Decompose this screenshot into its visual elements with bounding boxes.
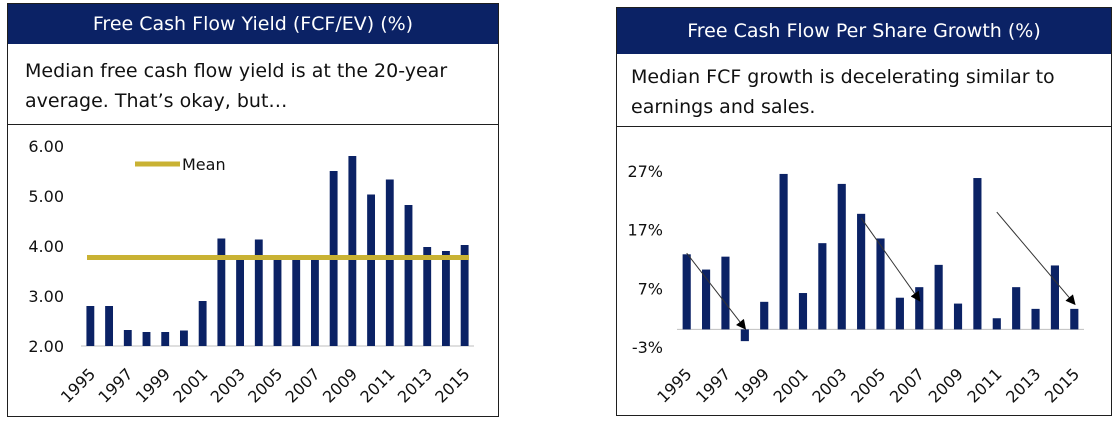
fcf-yield-x-tick-label: 2007 — [282, 364, 324, 406]
fcf-growth-bar — [702, 269, 711, 330]
fcf-growth-y-tick-label: 27% — [627, 162, 663, 181]
fcf-growth-bar — [837, 183, 846, 330]
fcf-growth-x-tick-label: 1999 — [731, 364, 773, 406]
fcf-yield-bar — [292, 258, 301, 346]
fcf-growth-x-tick-label: 2011 — [963, 364, 1005, 406]
fcf-growth-bar — [818, 243, 827, 330]
fcf-growth-bar — [876, 238, 885, 330]
fcf-yield-x-tick-label: 2009 — [319, 364, 361, 406]
fcf-yield-y-tick-label: 6.00 — [28, 137, 64, 156]
fcf-growth-x-tick-label: 2001 — [770, 364, 812, 406]
fcf-yield-panel: Free Cash Flow Yield (FCF/EV) (%) Median… — [7, 3, 499, 417]
fcf-growth-bar — [779, 173, 788, 330]
fcf-growth-title: Free Cash Flow Per Share Growth (%) — [617, 8, 1111, 54]
fcf-yield-bar — [236, 258, 245, 346]
fcf-yield-bar — [198, 301, 207, 346]
fcf-yield-x-tick-label: 2003 — [207, 364, 249, 406]
fcf-yield-x-tick-label: 1999 — [132, 364, 174, 406]
fcf-yield-y-tick-label: 2.00 — [28, 337, 64, 356]
fcf-growth-x-tick-label: 1997 — [692, 364, 734, 406]
fcf-growth-bar — [857, 213, 866, 330]
fcf-growth-x-tick-label: 1995 — [653, 364, 695, 406]
fcf-growth-bar — [1050, 265, 1059, 330]
fcf-growth-y-tick-label: 7% — [638, 279, 663, 298]
fcf-growth-panel: Free Cash Flow Per Share Growth (%) Medi… — [616, 7, 1112, 416]
fcf-growth-bar — [1031, 308, 1040, 330]
fcf-yield-bar — [385, 179, 394, 346]
fcf-growth-bar — [953, 303, 963, 330]
fcf-growth-bar — [798, 293, 808, 330]
fcf-yield-bar — [404, 205, 413, 346]
fcf-yield-bar — [123, 330, 132, 346]
fcf-growth-bar — [934, 264, 943, 330]
fcf-growth-x-tick-label: 2009 — [925, 364, 967, 406]
fcf-growth-bar — [1012, 287, 1021, 330]
fcf-yield-bar — [310, 258, 319, 346]
fcf-growth-bar — [721, 256, 730, 330]
fcf-yield-chart: 2.00 3.00 4.00 5.00 6.00 19951997199920012003… — [28, 137, 474, 407]
fcf-growth-bar — [973, 178, 982, 330]
fcf-yield-x-tick-label: 2011 — [356, 364, 398, 406]
fcf-growth-chart: -3%7%17%27%19951997199920012003200520072… — [627, 162, 1084, 407]
fcf-yield-bar — [273, 258, 282, 346]
fcf-growth-bar — [760, 301, 769, 330]
fcf-yield-bar — [161, 332, 170, 346]
fcf-yield-bar — [142, 332, 151, 346]
fcf-growth-subtitle: Median FCF growth is decelerating simila… — [617, 62, 1111, 127]
fcf-growth-bar — [740, 329, 749, 342]
fcf-yield-bar — [179, 330, 188, 346]
fcf-growth-x-tick-label: 2003 — [808, 364, 850, 406]
fcf-yield-bar — [460, 245, 469, 346]
fcf-yield-bar — [367, 194, 376, 346]
fcf-growth-bar — [682, 254, 691, 330]
fcf-yield-y-tick-label: 3.00 — [28, 287, 64, 306]
fcf-yield-y-tick-label: 5.00 — [28, 187, 64, 206]
fcf-yield-bar — [423, 247, 432, 346]
fcf-growth-bar — [915, 287, 924, 330]
fcf-yield-bar — [86, 306, 95, 346]
fcf-growth-y-tick-label: 17% — [627, 221, 663, 240]
legend-label-mean: Mean — [182, 155, 226, 174]
trend-arrow — [996, 211, 1076, 306]
fcf-yield-x-tick-label: 1997 — [94, 364, 136, 406]
fcf-yield-bar — [217, 238, 226, 346]
fcf-growth-x-tick-label: 2005 — [847, 364, 889, 406]
fcf-yield-bar — [441, 251, 450, 346]
fcf-yield-title: Free Cash Flow Yield (FCF/EV) (%) — [8, 4, 498, 44]
fcf-growth-x-tick-label: 2015 — [1041, 364, 1083, 406]
fcf-yield-bar — [348, 156, 357, 346]
fcf-yield-bar — [105, 306, 114, 346]
fcf-yield-x-tick-label: 1995 — [57, 364, 99, 406]
trend-arrow — [686, 252, 747, 330]
fcf-yield-x-tick-label: 2005 — [244, 364, 286, 406]
fcf-yield-x-tick-label: 2001 — [169, 364, 211, 406]
fcf-yield-x-tick-label: 2013 — [394, 364, 436, 406]
fcf-yield-bar — [254, 239, 263, 346]
fcf-growth-y-tick-label: -3% — [632, 338, 663, 357]
fcf-yield-y-tick-label: 4.00 — [28, 237, 64, 256]
fcf-yield-subtitle: Median free cash flow yield is at the 20… — [8, 56, 498, 125]
fcf-growth-bar — [895, 297, 904, 330]
trend-arrow — [860, 217, 921, 302]
fcf-growth-x-tick-label: 2007 — [886, 364, 928, 406]
fcf-growth-x-tick-label: 2013 — [1002, 364, 1044, 406]
fcf-growth-bar — [1070, 308, 1079, 330]
fcf-yield-x-tick-label: 2015 — [431, 364, 473, 406]
fcf-growth-bar — [992, 318, 1001, 330]
